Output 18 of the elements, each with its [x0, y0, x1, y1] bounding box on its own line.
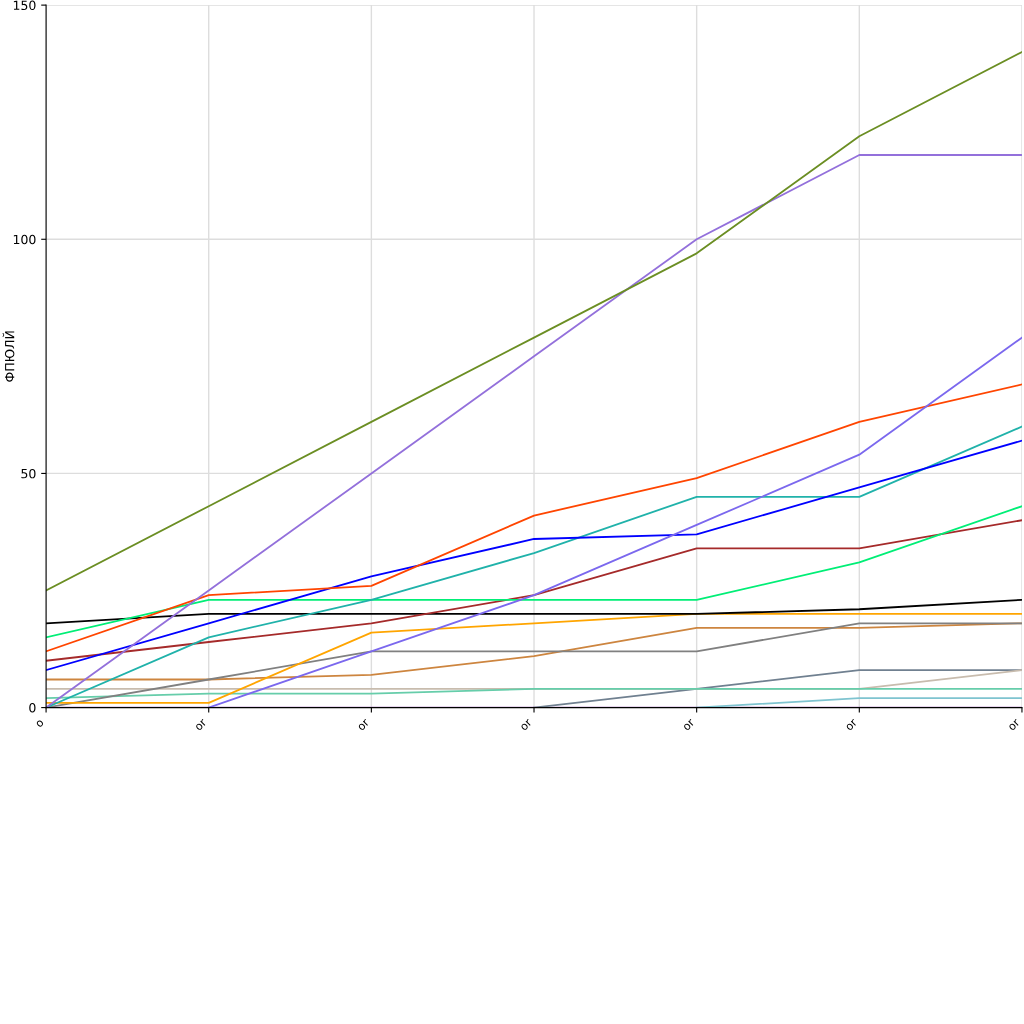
y-axis-title: ФПЮЛЙ: [2, 331, 15, 382]
line-series: [46, 51, 1022, 592]
y-tick-label: 100: [13, 234, 36, 245]
x-tick-label: or: [520, 718, 533, 731]
x-tick-label: o: [35, 719, 45, 728]
y-tick-label: 150: [13, 0, 36, 11]
y-tick-label: 50: [21, 468, 36, 479]
line-series: [207, 336, 1022, 708]
line-series: [46, 519, 1022, 662]
x-tick-label: or: [1008, 718, 1021, 731]
line-series: [46, 505, 1022, 639]
x-tick-label: or: [845, 718, 858, 731]
x-tick-label: or: [195, 718, 208, 731]
y-tick-label: 0: [29, 703, 36, 713]
line-series: [46, 439, 1022, 672]
x-tick-label: or: [357, 718, 370, 731]
x-tick-label: or: [683, 718, 696, 731]
line-series: [46, 383, 1022, 653]
